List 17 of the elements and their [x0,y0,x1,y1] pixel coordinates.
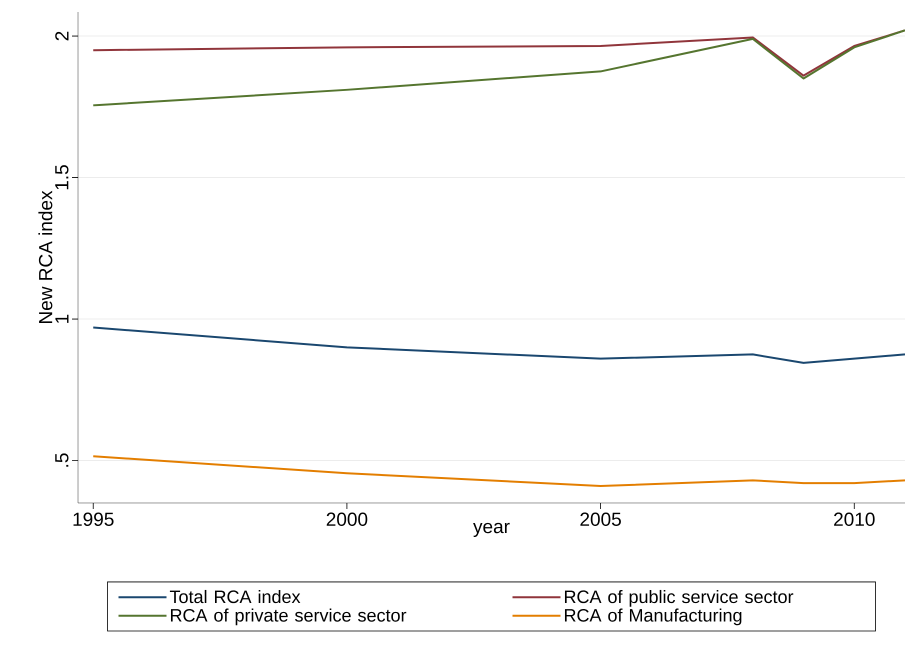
y-tick-label: 1.5 [55,165,68,190]
legend-label: RCA of public service sector [564,590,794,607]
y-tick-label: 2 [55,32,68,40]
y-tick-label: .5 [55,453,68,467]
legend-label: RCA of Manufacturing [564,608,742,626]
x-tick-label: 2000 [326,512,368,526]
x-tick-label: 2005 [580,512,621,526]
legend-label: Total RCA index [170,590,300,604]
legend-label: RCA of private service sector [170,608,406,626]
x-tick-label: 1995 [74,512,114,526]
x-tick-label: 2010 [834,512,875,526]
line-series [92,326,905,364]
line-series [92,455,905,488]
y-axis-title: New RCA index [38,190,52,323]
x-axis-title: year [473,522,510,537]
y-tick-label: 1 [55,314,68,323]
line-series [92,29,905,106]
